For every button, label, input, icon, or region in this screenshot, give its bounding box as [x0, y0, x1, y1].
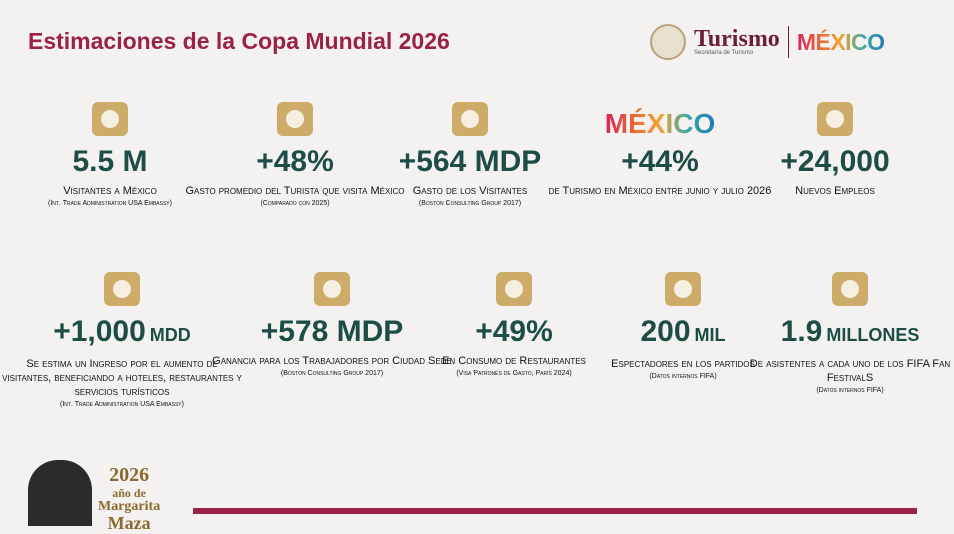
country: MÉXICO — [796, 28, 885, 55]
stat-source: (Visa Patrones de Gasto, París 2024) — [456, 370, 572, 377]
footer-line: Maza — [107, 513, 151, 533]
unit: MDD — [149, 325, 191, 345]
stat-source: (Int. Trade Administration USA Embassy) — [48, 200, 172, 207]
stat-value: +1,000 MDD — [2, 314, 242, 353]
stat-label: Nuevos Empleos — [795, 185, 875, 197]
logo: Turismo Secretaría de Turismo MÉXICO — [650, 22, 885, 62]
stat-source: (Comparado con 2025) — [260, 200, 330, 207]
stat-value: +44% — [540, 144, 780, 180]
stat-card: +49% En Consumo de Restaurantes (Visa Patr… — [394, 262, 634, 377]
footer-text: 2026 año de Margarita Maza — [98, 464, 160, 532]
value: 1.9 — [780, 315, 823, 348]
icon-graphic — [832, 272, 868, 306]
icon — [0, 92, 230, 140]
stat-label: Se estima un Ingreso por el aumento de v… — [2, 358, 242, 398]
stat-value: 5.5 M — [0, 144, 230, 180]
value: +1,000 — [53, 315, 146, 348]
stat-value: +564 MDP — [350, 144, 590, 180]
stat-value: +578 MDP — [212, 314, 452, 350]
icon-graphic — [452, 102, 488, 136]
stat-source: (Datos internos FIFA) — [816, 387, 884, 394]
value: +24,000 — [780, 145, 890, 178]
stat-value: +49% — [394, 314, 634, 350]
unit: MIL — [694, 325, 726, 345]
stat-card: MÉXICO +44% de Turismo en México entre jun… — [540, 92, 780, 198]
icon-graphic — [665, 272, 701, 306]
icon — [715, 92, 954, 140]
seal — [650, 24, 686, 60]
stat-label: En Consumo de Restaurantes — [442, 355, 586, 367]
stat-source: (Datos internos FIFA) — [649, 373, 717, 380]
icon — [2, 262, 242, 310]
brand-sub: Secretaría de Turismo — [694, 50, 754, 56]
footer-line: año de — [112, 486, 146, 500]
title: Estimaciones de la Copa Mundial 2026 — [28, 28, 450, 54]
stat-label: De asistentes a cada uno de los FIFA Fan… — [749, 358, 951, 384]
value: +564 MDP — [398, 145, 542, 178]
footer-year: 2026 — [109, 464, 150, 486]
stat-value: 1.9 MILLONES — [730, 314, 954, 353]
value: +49% — [475, 315, 553, 348]
icon-graphic — [277, 102, 313, 136]
brand: Turismo — [694, 26, 780, 52]
stat-label: Gasto de los Visitantes — [412, 185, 528, 197]
stat-card: 1.9 MILLONES De asistentes a cada uno de l… — [730, 262, 954, 394]
icon-graphic — [314, 272, 350, 306]
stat-value: +24,000 — [715, 144, 954, 180]
stat-card: +48% Gasto promedio del Turista que visit… — [175, 92, 415, 207]
stat-source: (Boston Consulting Group 2017) — [280, 370, 384, 377]
icon-graphic — [817, 102, 853, 136]
value: 5.5 M — [72, 145, 148, 178]
stat-label: Visitantes a México — [63, 185, 157, 197]
stat-card: 5.5 M Visitantes a México (Int. Trade Admi… — [0, 92, 230, 207]
stat-card: +1,000 MDD Se estima un Ingreso por el aum… — [2, 262, 242, 408]
value: +44% — [621, 145, 699, 178]
icon-text: MÉXICO — [604, 108, 716, 139]
stat-card: +578 MDP Ganancia para los Trabajadores p… — [212, 262, 452, 377]
stat-value: 200 MIL — [563, 314, 803, 353]
footer: 2026 año de Margarita Maza — [28, 460, 168, 532]
icon-graphic — [92, 102, 128, 136]
icon — [175, 92, 415, 140]
value: 200 — [640, 315, 691, 348]
icon — [212, 262, 452, 310]
portrait — [28, 460, 92, 526]
stat-card: +564 MDP Gasto de los Visitantes (Boston C… — [350, 92, 590, 207]
icon-graphic — [104, 272, 140, 306]
icon — [394, 262, 634, 310]
stat-source: (Int. Trade Administration USA Embassy) — [60, 401, 184, 408]
stat-label: Espectadores en los partidos — [611, 358, 755, 370]
stat-value: +48% — [175, 144, 415, 180]
value: +48% — [256, 145, 334, 178]
footer-line: Margarita — [98, 499, 161, 514]
stat-label: Ganancia para los Trabajadores por Ciuda… — [212, 355, 452, 367]
stat-label: Gasto promedio del Turista que visita Mé… — [185, 185, 405, 197]
stat-label: de Turismo en México entre junio y julio… — [548, 185, 772, 197]
icon — [563, 262, 803, 310]
stat-card: +24,000 Nuevos Empleos — [715, 92, 954, 198]
icon-graphic — [496, 272, 532, 306]
unit: MILLONES — [826, 325, 920, 345]
separator — [787, 26, 789, 58]
footer-bar — [193, 508, 917, 514]
icon — [730, 262, 954, 310]
icon: MÉXICO — [540, 92, 780, 140]
value: +578 MDP — [260, 315, 404, 348]
icon — [350, 92, 590, 140]
stat-source: (Boston Consulting Group 2017) — [418, 200, 522, 207]
stat-card: 200 MIL Espectadores en los partidos (Datos… — [563, 262, 803, 380]
brand-block: Turismo Secretaría de Turismo — [694, 26, 780, 56]
